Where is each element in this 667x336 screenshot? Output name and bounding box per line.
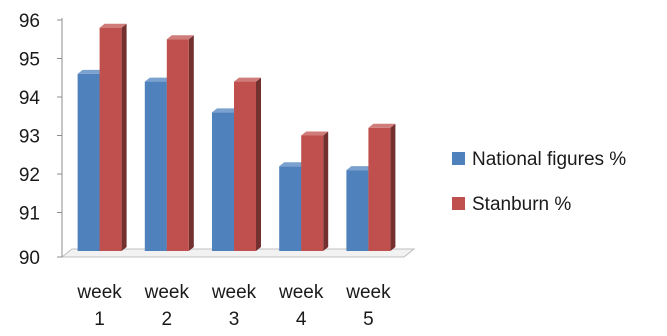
y-tick-label: 94 [19, 88, 41, 109]
bar-side [390, 123, 396, 251]
bar-top [368, 123, 396, 128]
bar [166, 35, 194, 251]
x-tick-label-line: 3 [229, 309, 240, 330]
bar-side [256, 77, 261, 251]
bar-front [346, 170, 369, 251]
bars [77, 23, 396, 252]
bar-front [279, 166, 302, 251]
x-tick-label-line: 4 [296, 309, 307, 330]
bar-top [234, 77, 261, 82]
bar-top [279, 162, 307, 167]
bar-front [368, 127, 391, 251]
x-tick-label-line: week [278, 282, 324, 303]
bar-side [121, 23, 127, 252]
legend-entry: Stanburn % [472, 194, 571, 215]
bar-top [301, 131, 329, 136]
bar-front [234, 81, 256, 251]
bar-side [323, 131, 329, 251]
x-tick-label: week 4 [278, 282, 324, 330]
x-tick-label: week 3 [211, 282, 257, 330]
x-axis: week 1 week 2 week 3 week 4 week 5 [76, 282, 391, 330]
x-tick-label: week 2 [144, 282, 190, 330]
x-tick-label-line: week [76, 282, 122, 303]
x-tick-label-line: week [144, 282, 190, 303]
bar-side [188, 35, 194, 251]
y-axis: 90 91 92 93 94 95 96 [19, 11, 63, 269]
bar-front [144, 81, 167, 251]
y-tick-label: 95 [19, 50, 40, 71]
bar-front [301, 135, 324, 251]
bar-front [166, 39, 189, 251]
bar [99, 23, 127, 252]
x-tick-label-line: week [211, 282, 257, 303]
x-tick-label-line: 5 [363, 309, 374, 330]
bar [234, 77, 261, 251]
legend-entry: National figures % [472, 149, 626, 170]
y-tick-label: 93 [19, 127, 40, 148]
y-tick-label: 96 [19, 11, 40, 32]
y-tick-label: 92 [19, 165, 40, 186]
x-tick-label: week 5 [345, 282, 391, 330]
bar-front [99, 27, 122, 252]
bar-top [346, 166, 374, 171]
bar-top [144, 77, 172, 82]
y-tick-label: 91 [19, 204, 40, 225]
legend-swatch [452, 197, 465, 210]
bar-front [77, 73, 100, 252]
x-tick-label-line: week [345, 282, 391, 303]
x-tick-label-line: 1 [94, 309, 105, 330]
y-tick-label: 90 [19, 248, 40, 269]
bar-top [77, 69, 105, 74]
bar-top [99, 23, 127, 28]
bar-top [212, 108, 239, 113]
x-tick-label: week 1 [76, 282, 122, 330]
legend-swatch [452, 152, 465, 165]
bar-top [166, 35, 194, 40]
x-tick-label-line: 2 [162, 309, 173, 330]
legend: National figures % Stanburn % [452, 149, 626, 215]
bar-front [212, 112, 234, 252]
bar [301, 131, 329, 251]
bar [368, 123, 396, 251]
